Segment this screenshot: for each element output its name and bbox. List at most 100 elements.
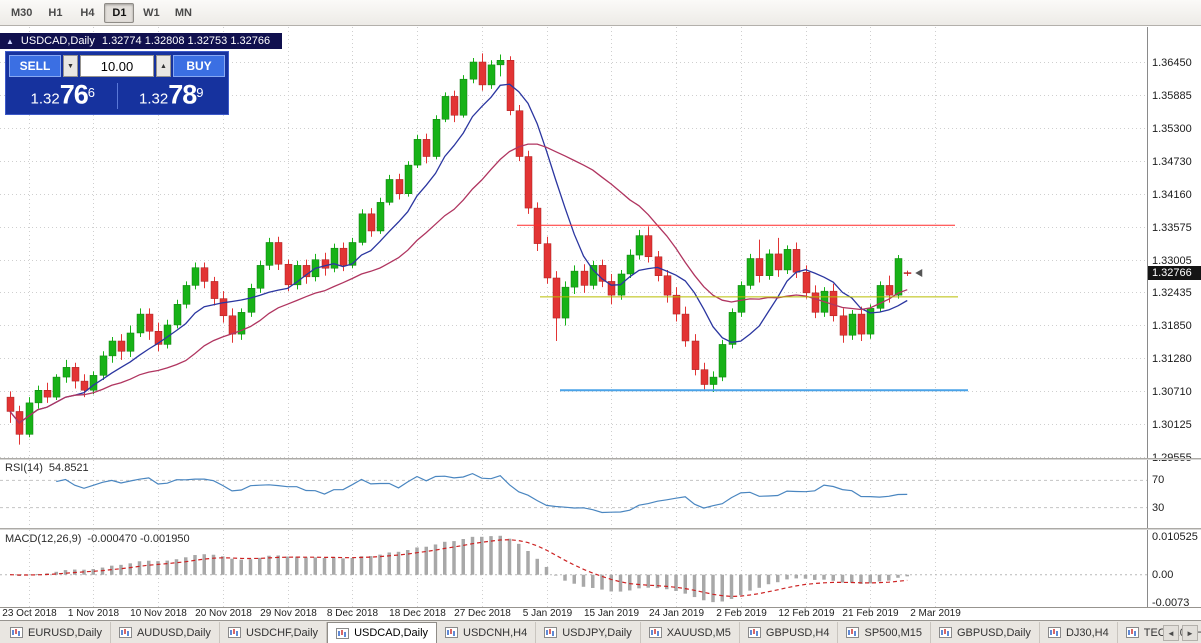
- price-axis-label: 1.31850: [1152, 319, 1192, 332]
- chart-tab-icon: [747, 627, 761, 638]
- chart-tab-usdcnh-h4[interactable]: USDCNH,H4: [437, 622, 537, 643]
- chart-tab-audusd-daily[interactable]: AUDUSD,Daily: [111, 622, 220, 643]
- price-axis-label: 1.29555: [1152, 452, 1192, 464]
- price-chart[interactable]: [0, 27, 1147, 458]
- price-axis-label: 1.34160: [1152, 188, 1192, 201]
- chart-tabs: EURUSD,Daily AUDUSD,Daily USDCHF,Daily USDC…: [2, 622, 1201, 643]
- price-axis-label: 1.33575: [1152, 221, 1192, 234]
- chart-tab-sp500-m15[interactable]: SP500,M15: [838, 622, 931, 643]
- chart-tab-icon: [544, 627, 558, 638]
- timeframe-button-w1[interactable]: W1: [136, 3, 166, 23]
- date-axis-label: 2 Mar 2019: [910, 608, 961, 619]
- pane-separator[interactable]: [0, 458, 1201, 460]
- chart-tab-icon: [227, 627, 241, 638]
- sell-price-base: 1.32: [30, 90, 60, 108]
- timeframe-button-h4[interactable]: H4: [72, 3, 102, 23]
- chart-symbol-label: USDCAD,Daily: [20, 35, 95, 47]
- chart-tab-xauusd-m5[interactable]: XAUUSD,M5: [641, 622, 740, 643]
- price-axis-label: 1.34730: [1152, 155, 1192, 168]
- date-axis-label: 24 Jan 2019: [648, 608, 705, 619]
- price-axis-label: 1.30710: [1152, 385, 1192, 398]
- rsi-axis-label: 30: [1152, 501, 1165, 514]
- chart-tab-usdjpy-daily[interactable]: USDJPY,Daily: [536, 622, 641, 643]
- rsi-indicator-pane[interactable]: [0, 460, 1147, 528]
- timeframe-toolbar: M30 H1 H4 D1 W1 MN: [0, 0, 1201, 26]
- chart-tab-dj30-h4[interactable]: DJ30,H4: [1040, 622, 1118, 643]
- chart-tab-label: SP500,M15: [864, 626, 922, 639]
- chart-tab-bar: EURUSD,Daily AUDUSD,Daily USDCHF,Daily USDC…: [0, 620, 1201, 643]
- price-axis-label: 1.33005: [1152, 254, 1192, 267]
- chart-title-bar: ▲ USDCAD,Daily 1.32774 1.32808 1.32753 1…: [0, 33, 283, 49]
- date-axis-label: 15 Jan 2019: [583, 608, 640, 619]
- tab-scroll-left-button[interactable]: ◄: [1163, 625, 1179, 641]
- chart-window[interactable]: 1.36450 1.35885 1.35300 1.34730 1.34160 1.335…: [0, 27, 1201, 620]
- chart-tab-label: USDCNH,H4: [463, 626, 528, 639]
- chart-tab-usdchf-daily[interactable]: USDCHF,Daily: [220, 622, 328, 643]
- chart-ohlc-values: 1.32774 1.32808 1.32753 1.32766: [101, 35, 271, 47]
- time-axis: 23 Oct 2018 1 Nov 2018 10 Nov 2018 20 Nov 2…: [0, 608, 1201, 620]
- timeframe-button-m30[interactable]: M30: [5, 3, 38, 23]
- date-axis-label: 23 Oct 2018: [2, 608, 57, 619]
- chart-tab-icon: [846, 627, 860, 638]
- rsi-line: [56, 472, 908, 514]
- buy-price-display[interactable]: 1.32789: [118, 76, 226, 115]
- chart-tab-icon: [938, 627, 952, 638]
- chart-tab-icon: [648, 627, 662, 638]
- price-axis: 1.36450 1.35885 1.35300 1.34730 1.34160 1.335…: [1147, 27, 1201, 609]
- date-axis-label: 21 Feb 2019: [842, 608, 899, 619]
- volume-increase-button[interactable]: ▲: [156, 55, 171, 77]
- moving-average-line: [9, 83, 908, 424]
- date-axis-label: 1 Nov 2018: [67, 608, 120, 619]
- macd-indicator-pane[interactable]: [0, 530, 1147, 607]
- chart-tab-label: EURUSD,Daily: [28, 626, 102, 639]
- date-axis-label: 5 Jan 2019: [522, 608, 573, 619]
- moving-average-line: [9, 143, 908, 424]
- chart-tab-eurusd-daily[interactable]: EURUSD,Daily: [2, 622, 111, 643]
- chart-tab-label: AUDUSD,Daily: [136, 626, 211, 639]
- rsi-indicator-label: RSI(14) 54.8521: [5, 462, 89, 474]
- macd-signal-line: [9, 539, 908, 598]
- date-axis-label: 18 Dec 2018: [389, 608, 446, 619]
- timeframe-button-mn[interactable]: MN: [168, 3, 198, 23]
- chart-tab-label: USDCHF,Daily: [245, 626, 319, 639]
- volume-decrease-button[interactable]: ▼: [63, 55, 78, 77]
- chart-tab-label: USDCAD,Daily: [354, 627, 429, 639]
- chart-tab-gbpusd-daily[interactable]: GBPUSD,Daily: [931, 622, 1040, 643]
- date-axis-label: 27 Dec 2018: [454, 608, 511, 619]
- price-axis-label: 1.35885: [1152, 89, 1192, 102]
- chart-tab-gbpusd-h4[interactable]: GBPUSD,H4: [740, 622, 839, 643]
- macd-indicator-label: MACD(12,26,9) -0.000470 -0.001950: [5, 533, 190, 545]
- chart-tab-usdcad-daily[interactable]: USDCAD,Daily: [327, 622, 438, 643]
- macd-axis-label: -0.0073: [1152, 597, 1190, 609]
- tab-scroll-right-button[interactable]: ►: [1182, 625, 1198, 641]
- tab-scroll-controls: ◄ ►: [1163, 625, 1198, 641]
- macd-axis-label: 0.00: [1152, 568, 1174, 581]
- volume-input[interactable]: [80, 55, 154, 77]
- one-click-trading-panel: SELL ▼ ▲ BUY 1.32766 1.32789: [5, 51, 229, 115]
- sell-price-pips: 76: [59, 79, 89, 110]
- buy-button[interactable]: BUY: [173, 55, 225, 77]
- pane-separator[interactable]: [0, 528, 1201, 530]
- chart-tab-icon: [445, 627, 459, 638]
- chart-tab-label: USDJPY,Daily: [562, 626, 632, 639]
- chart-tab-icon: [10, 627, 23, 638]
- chart-tab-label: GBPUSD,H4: [765, 626, 830, 639]
- collapse-panel-icon[interactable]: ▲: [6, 36, 14, 46]
- chart-tab-icon: [1125, 627, 1139, 638]
- sell-button[interactable]: SELL: [9, 55, 61, 77]
- timeframe-button-d1[interactable]: D1: [104, 2, 135, 23]
- timeframe-button-group: M30 H1 H4 D1 W1 MN: [5, 2, 198, 23]
- price-axis-label: 1.32435: [1152, 286, 1192, 299]
- rsi-axis-label: 70: [1152, 474, 1165, 487]
- date-axis-label: 12 Feb 2019: [778, 608, 835, 619]
- date-axis-label: 29 Nov 2018: [260, 608, 317, 619]
- pane-separator: [0, 607, 1201, 608]
- date-axis-label: 8 Dec 2018: [326, 608, 379, 619]
- current-price-arrow: [915, 269, 923, 278]
- sell-price-display[interactable]: 1.32766: [9, 76, 117, 115]
- buy-price-point: 9: [196, 84, 204, 100]
- price-axis-label: 1.35300: [1152, 122, 1192, 135]
- date-axis-label: 10 Nov 2018: [130, 608, 187, 619]
- timeframe-button-h1[interactable]: H1: [40, 3, 70, 23]
